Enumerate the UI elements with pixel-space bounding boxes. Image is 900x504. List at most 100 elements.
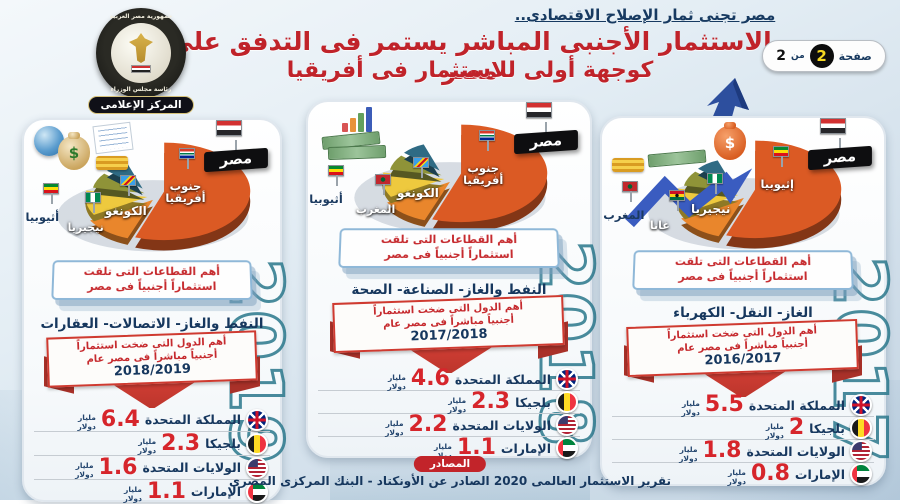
investor-country: بلجيكا — [515, 394, 551, 410]
investor-row: الإمارات 1.1 مليار دولار — [318, 437, 580, 459]
investment-value: 1.1 — [146, 478, 186, 504]
investment-value: 2.2 — [408, 412, 448, 437]
investor-row: المملكة المتحدة 4.6 مليار دولار — [318, 368, 580, 391]
ribbon-text-panel: أهم الدول التى ضخت استثماراً أجنبياً مبا… — [46, 330, 258, 388]
page-title-line2: كوجهة أولى للاستثمار فى أفريقيا — [286, 58, 654, 83]
belgium-flag-icon — [556, 391, 578, 413]
logo-ring-text-top: جمهورية مصر العربية — [109, 13, 173, 20]
investment-value: 6.4 — [100, 406, 140, 432]
slice-label: المغرب — [603, 208, 645, 222]
investment-value: 2 — [788, 415, 805, 440]
slice-label: أثيوبيا — [25, 210, 60, 224]
investment-unit: مليار دولار — [727, 467, 746, 486]
uk-flag-icon — [556, 368, 578, 390]
morocco-flag-icon — [375, 174, 392, 196]
egypt-label-tab: مصر — [808, 118, 872, 171]
of-label: من — [790, 51, 805, 61]
investor-country: الولايات المتحدة — [452, 417, 552, 433]
belgium-flag-icon — [246, 432, 268, 455]
investment-unit: مليار دولار — [447, 395, 467, 414]
sectors-callout: أهم القطاعات التى تلقت استثماراً أجنبياً… — [632, 250, 854, 290]
investor-country: الإمارات — [794, 466, 845, 482]
slice-label: الكونغو — [104, 203, 147, 218]
investor-row: الولايات المتحدة 1.8 مليار دولار — [612, 440, 874, 463]
investment-unit: مليار دولار — [765, 421, 784, 440]
investment-unit: مليار دولار — [77, 413, 96, 431]
sources-badge: المصادر — [413, 456, 487, 472]
sectors-callout-line1: أهم القطاعات التى تلقت — [380, 233, 518, 247]
slice-label: أثيوبيا — [309, 192, 343, 206]
investor-country: المملكة المتحدة — [144, 412, 241, 427]
slice-label: غانا — [649, 219, 670, 233]
egypt-label: مصر — [808, 145, 872, 171]
nigeria-flag-icon — [85, 192, 102, 214]
eagle-icon — [129, 33, 153, 63]
pie-chart-svg — [57, 142, 251, 252]
sectors-list: النفط والغاز- الاتصالات- العقارات — [40, 316, 264, 332]
investment-unit: مليار دولار — [681, 398, 700, 417]
page-title-line1: الاستثمار الأجنبى المباشر يستمر فى التدف… — [168, 27, 772, 85]
investor-country: الإمارات — [500, 440, 551, 456]
investors-list: المملكة المتحدة 5.5 مليار دولار بلجيكا 2… — [612, 394, 874, 485]
sectors-callout-line1: أهم القطاعات التى تلقت — [674, 255, 812, 269]
investment-unit: مليار دولار — [387, 372, 406, 391]
investor-row: المملكة المتحدة 6.4 مليار دولار — [34, 408, 270, 432]
slice-label: الكونغو — [396, 185, 439, 200]
investor-row: المملكة المتحدة 5.5 مليار دولار — [612, 394, 874, 417]
slice-label: نيجيريا — [67, 221, 104, 235]
south-africa-flag-icon — [179, 147, 196, 169]
investment-value: 1.1 — [456, 435, 496, 460]
sectors-callout-line2: استثماراً أجنبياً فى مصر — [384, 247, 514, 261]
pretitle: مصر تجنى ثمار الإصلاح الاقتصادى.. — [514, 6, 776, 24]
year-card-2019: 2019 — [22, 118, 300, 503]
page-label: صفحة — [838, 49, 872, 63]
slice-label: إثيوبيا — [760, 176, 794, 191]
investors-ribbon: أهم الدول التى ضخت استثماراً أجنبياً مبا… — [44, 330, 260, 412]
investor-row: الإمارات 1.1 مليار دولار — [34, 480, 270, 503]
investor-row: الولايات المتحدة 1.6 مليار دولار — [34, 456, 270, 480]
uae-flag-icon — [850, 463, 872, 485]
fdi-pie-chart: مصر جنوب أفريقيا الكونغو المغرب أثيوبيا — [309, 102, 586, 264]
flagpole — [839, 138, 841, 148]
south-africa-flag-icon — [479, 129, 496, 151]
investor-country: الإمارات — [190, 484, 241, 499]
slice-label: المغرب — [355, 203, 396, 217]
investment-unit: مليار دولار — [75, 461, 94, 479]
logo-ring-text-bottom: رئاسة مجلس الوزراء — [110, 86, 172, 93]
congo-flag-icon — [119, 174, 136, 196]
sectors-callout-line2: استثماراً أجنبياً فى مصر — [87, 279, 217, 293]
investment-value: 5.5 — [704, 392, 744, 417]
media-center-banner: المركز الإعلامى — [88, 96, 194, 114]
investment-value: 2.3 — [471, 389, 511, 414]
investment-unit: مليار دولار — [137, 437, 157, 455]
investor-row: بلجيكا 2.3 مليار دولار — [34, 432, 270, 456]
sectors-callout-line2: استثماراً أجنبياً فى مصر — [678, 269, 808, 283]
egypt-flag-icon — [526, 102, 552, 118]
morocco-flag-icon — [622, 180, 639, 202]
pie-slice-2 — [90, 199, 153, 245]
uk-flag-icon — [850, 394, 872, 416]
slice-label: جنوب أفريقيا — [165, 178, 206, 205]
year-card-2018: 2018 — [306, 100, 610, 459]
ribbon-text-panel: أهم الدول التى ضخت استثماراً أجنبياً مبا… — [332, 294, 566, 353]
investment-unit: مليار دولار — [433, 441, 452, 460]
investment-value: 1.8 — [702, 438, 742, 463]
pie-slice-2 — [387, 181, 450, 227]
investor-country: الولايات المتحدة — [142, 460, 242, 475]
investor-row: بلجيكا 2.3 مليار دولار — [318, 391, 580, 414]
page-number-badge: صفحة 2 من 2 — [762, 40, 886, 72]
investor-country: الولايات المتحدة — [746, 443, 846, 459]
investor-row: بلجيكا 2 مليار دولار — [612, 417, 874, 440]
current-page-number: 2 — [809, 44, 834, 68]
investment-unit: مليار دولار — [385, 418, 404, 437]
fdi-pie-chart: $ مصر جنوب أفريقيا الكونغو نيجيريا أثيوب… — [25, 120, 276, 282]
egypt-label-tab: مصر — [514, 102, 578, 155]
investor-country: بلجيكا — [809, 420, 845, 436]
investors-ribbon: أهم الدول التى ضخت استثماراً أجنبياً مبا… — [624, 318, 862, 401]
ethiopia-flag-icon — [773, 145, 790, 167]
egypt-flag-icon — [131, 65, 151, 73]
investor-country: المملكة المتحدة — [748, 397, 845, 413]
investor-row: الإمارات 0.8 مليار دولار — [612, 463, 874, 485]
year-card-2017: 2017 — [600, 116, 900, 486]
investment-value: 4.6 — [410, 366, 450, 391]
